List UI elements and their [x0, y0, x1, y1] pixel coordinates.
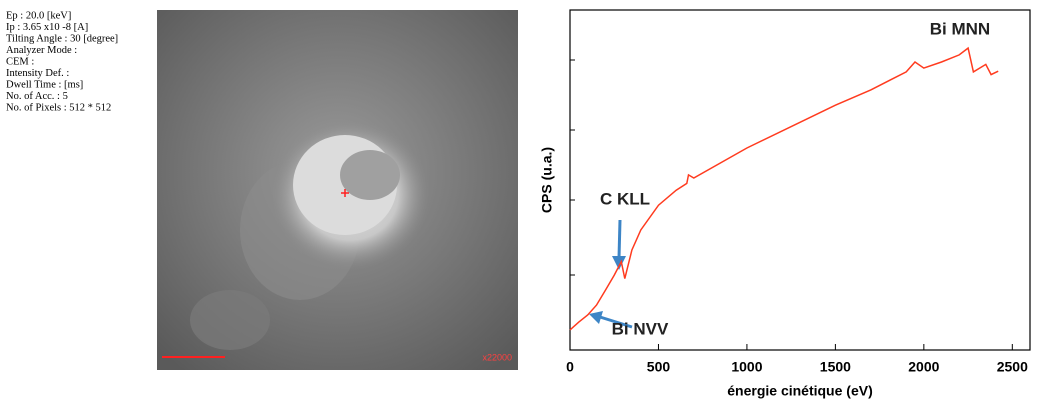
- spectrum-line: [569, 46, 999, 331]
- info-line: Dwell Time : [ms]: [6, 79, 83, 90]
- x-tick-label: 2000: [908, 359, 939, 375]
- info-line: CEM :: [6, 56, 34, 67]
- info-line: Analyzer Mode :: [6, 45, 77, 56]
- x-tick-label: 2500: [997, 359, 1028, 375]
- x-tick-label: 500: [647, 359, 671, 375]
- info-line: Intensity Def. :: [6, 68, 69, 79]
- info-line: Ep : 20.0 [keV]: [6, 10, 71, 21]
- annotation: Bi MNN: [930, 19, 990, 38]
- annotation: Bi NVV: [612, 319, 669, 338]
- info-line: No. of Pixels : 512 * 512: [6, 102, 111, 113]
- annotation: C KLL: [600, 189, 650, 208]
- sem-image: x22000: [157, 10, 518, 370]
- x-tick-label: 0: [566, 359, 574, 375]
- info-line: Tilting Angle : 30 [degree]: [6, 33, 118, 44]
- info-line: No. of Acc. : 5: [6, 91, 68, 102]
- plot-frame: [569, 9, 1031, 351]
- x-axis-title: énergie cinétique (eV): [727, 383, 872, 399]
- magnification: x22000: [482, 352, 512, 362]
- arrows: [589, 219, 633, 329]
- y-axis-title: CPS (u.a.): [539, 147, 555, 213]
- x-tick-label: 1000: [731, 359, 762, 375]
- sem-info: Ep : 20.0 [keV]Ip : 3.65 x10 -8 [A]Tilti…: [6, 10, 118, 113]
- info-line: Ip : 3.65 x10 -8 [A]: [6, 22, 88, 33]
- x-tick-label: 1500: [820, 359, 851, 375]
